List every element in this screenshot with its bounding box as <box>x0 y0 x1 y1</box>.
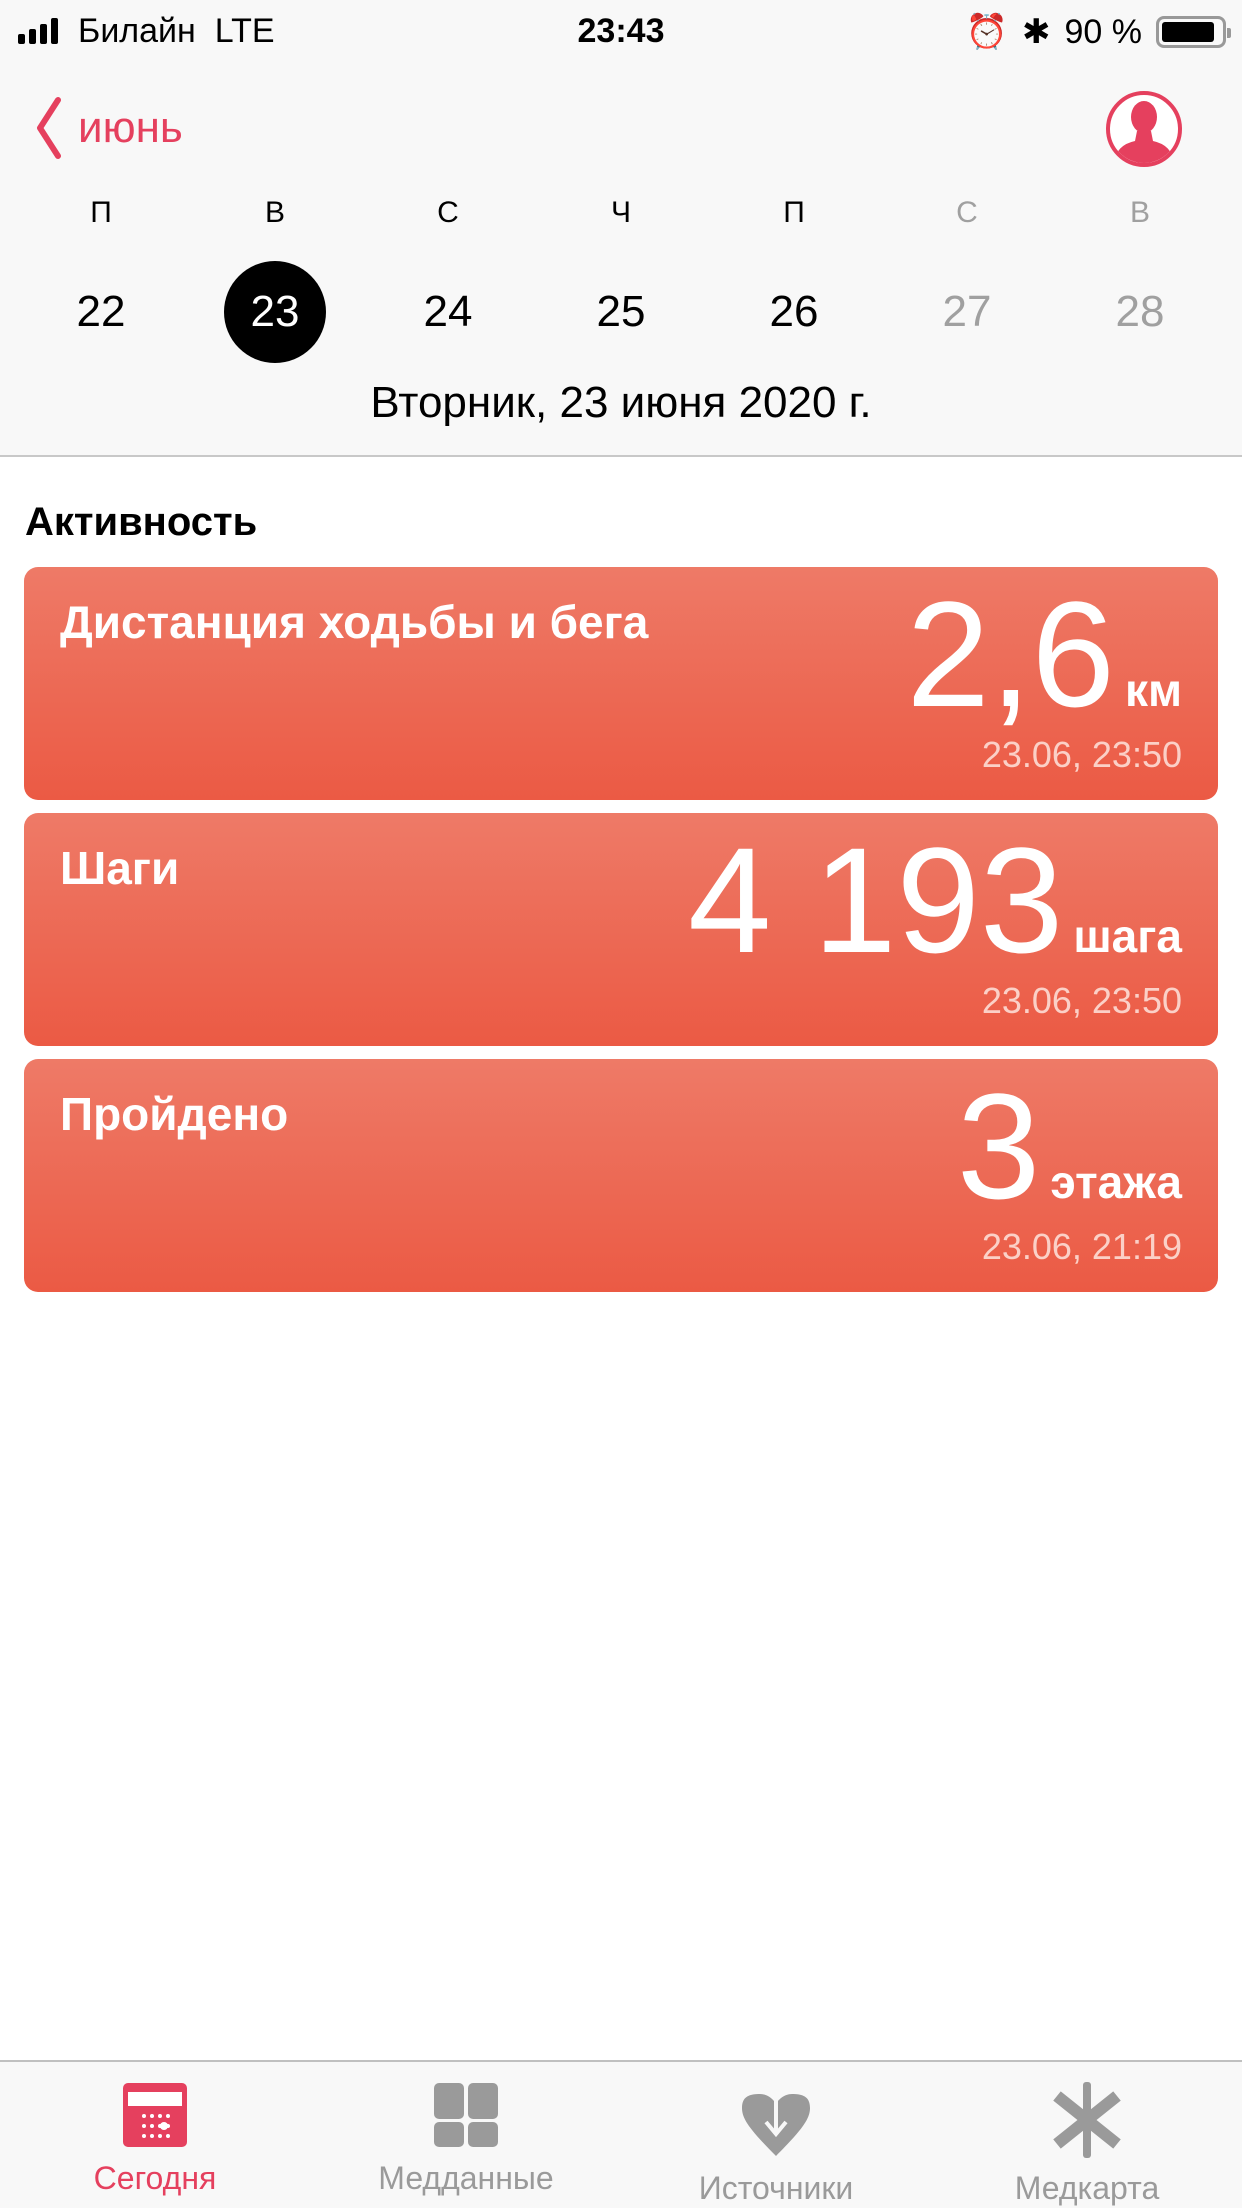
day-25[interactable]: 25 <box>551 287 691 337</box>
day-number: 22 <box>76 287 126 336</box>
tab-label: Медкарта <box>1014 2170 1160 2206</box>
card-value: 3 <box>956 1062 1041 1230</box>
day-28[interactable]: 28 <box>1070 287 1210 337</box>
card-title: Шаги <box>60 842 180 894</box>
card-timestamp: 23.06, 23:50 <box>981 980 1182 1021</box>
battery-icon <box>1156 16 1231 48</box>
calendar-icon <box>0 2082 310 2148</box>
weekday-label: С <box>956 196 978 229</box>
carrier: Билайн LTE <box>78 12 275 51</box>
weekday-label: Ч <box>611 196 631 229</box>
tab-bar: Сегодня Медданные Источники Медкарта <box>0 2060 1242 2208</box>
weekday-label: В <box>1129 196 1150 229</box>
signal-icon <box>18 18 58 44</box>
profile-avatar-button[interactable] <box>1106 91 1182 167</box>
status-bar: Билайн LTE 23:43 ⏰ ✱ 90 % <box>0 0 1242 70</box>
day-number: 25 <box>596 287 646 336</box>
day-23[interactable]: 23 <box>205 261 345 363</box>
day-26[interactable]: 26 <box>724 287 864 337</box>
day-number: 28 <box>1115 287 1165 336</box>
activity-card[interactable]: Пройдено 3 этажа 23.06, 21:19 <box>24 1059 1218 1292</box>
day-number: 23 <box>250 287 300 336</box>
grid-icon <box>311 2082 621 2148</box>
weekday-label: П <box>783 196 805 229</box>
tab-label: Сегодня <box>93 2160 217 2196</box>
day-27[interactable]: 27 <box>897 287 1037 337</box>
card-value: 2,6 <box>906 570 1115 738</box>
weekday-label: С <box>437 196 459 229</box>
card-value: 4 193 <box>687 816 1064 984</box>
back-button[interactable]: июнь <box>36 96 183 160</box>
card-title: Дистанция ходьбы и бега <box>60 596 649 648</box>
alarm-icon: ⏰ <box>965 13 1008 51</box>
tab-label: Медданные <box>378 2160 554 2196</box>
battery-percent: 90 % <box>1064 12 1143 51</box>
tab-0[interactable]: Сегодня <box>0 2062 310 2197</box>
tab-1[interactable]: Медданные <box>311 2062 621 2197</box>
card-title: Пройдено <box>60 1088 289 1140</box>
asterisk-icon <box>932 2082 1242 2158</box>
bluetooth-icon: ✱ <box>1022 13 1051 51</box>
chevron-left-icon <box>37 97 61 159</box>
day-24[interactable]: 24 <box>378 287 518 337</box>
header: Билайн LTE 23:43 ⏰ ✱ 90 % июнь П 22 В 23 С… <box>0 0 1242 457</box>
activity-card[interactable]: Шаги 4 193 шага 23.06, 23:50 <box>24 813 1218 1046</box>
weekday-label: П <box>90 196 112 229</box>
back-label: июнь <box>78 103 183 152</box>
section-title: Активность <box>25 500 258 544</box>
day-number: 24 <box>423 287 473 336</box>
day-number: 26 <box>769 287 819 336</box>
day-number: 27 <box>942 287 992 336</box>
card-unit: шага <box>1073 910 1182 962</box>
activity-card[interactable]: Дистанция ходьбы и бега 2,6 км 23.06, 23:… <box>24 567 1218 800</box>
person-icon <box>1114 101 1174 163</box>
card-timestamp: 23.06, 23:50 <box>981 734 1182 775</box>
card-timestamp: 23.06, 21:19 <box>981 1226 1182 1267</box>
selected-date: Вторник, 23 июня 2020 г. <box>370 378 872 427</box>
tab-2[interactable]: Источники <box>621 2062 931 2207</box>
carrier-name: Билайн <box>78 12 196 50</box>
heart-download-icon <box>621 2082 931 2158</box>
card-unit: км <box>1124 664 1182 716</box>
tab-label: Источники <box>698 2170 854 2206</box>
weekday-label: В <box>264 196 285 229</box>
day-22[interactable]: 22 <box>31 287 171 337</box>
card-unit: этажа <box>1050 1156 1182 1208</box>
network-type: LTE <box>214 12 275 50</box>
clock: 23:43 <box>577 12 665 50</box>
tab-3[interactable]: Медкарта <box>932 2062 1242 2207</box>
